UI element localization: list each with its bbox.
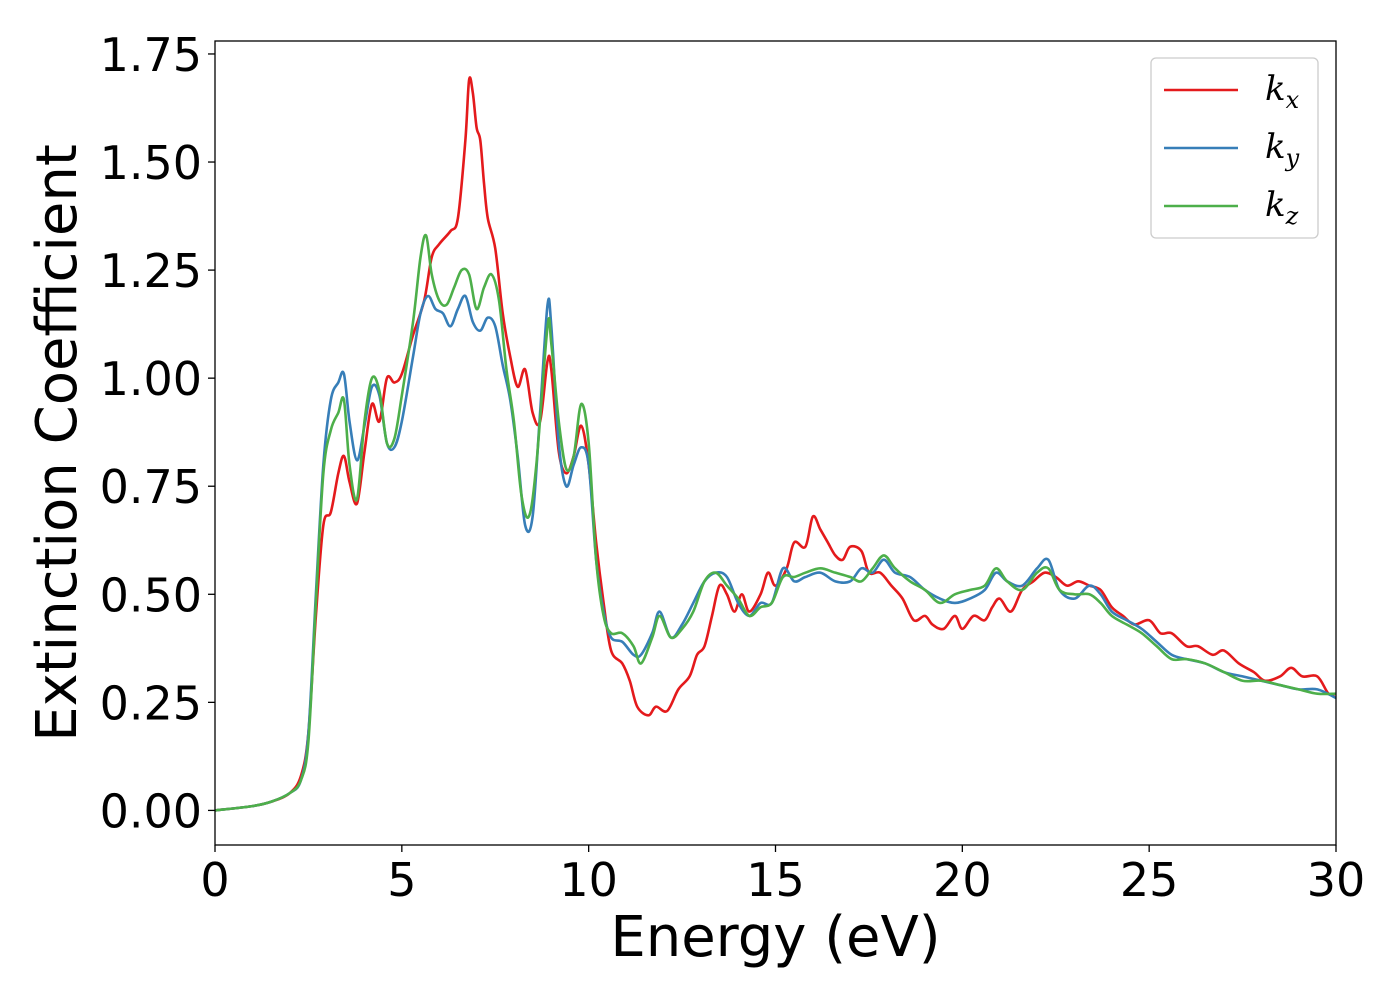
axes-layer: 0 5 10 15 20 25 30 0.00 0.25 0.50 0.75 1.00 1.25 1.50…	[25, 28, 1365, 970]
series-line-y	[215, 294, 1336, 812]
legend-label-y: ky	[1265, 127, 1300, 172]
series-line-z	[215, 233, 1336, 812]
x-tick-label: 20	[933, 853, 992, 907]
series-layer	[215, 76, 1336, 812]
x-axis-label: Energy (eV)	[610, 905, 940, 970]
y-tick-label: 0.75	[100, 460, 202, 514]
legend-label-x: kx	[1265, 69, 1300, 114]
legend-label-main: k	[1265, 127, 1286, 167]
x-tick-label: 25	[1120, 853, 1179, 907]
y-tick-label: 1.00	[100, 352, 202, 406]
y-tick-label: 1.25	[100, 244, 202, 298]
y-tick-label: 1.75	[100, 28, 202, 82]
y-axis-label: Extinction Coefficient	[25, 144, 90, 742]
x-tick-label: 0	[200, 853, 229, 907]
x-tick-label: 5	[387, 853, 416, 907]
x-tick-label: 10	[559, 853, 618, 907]
legend-label-sub: z	[1285, 202, 1299, 230]
y-tick-label: 0.00	[100, 784, 202, 838]
x-tick-label: 15	[746, 853, 805, 907]
legend-label-main: k	[1265, 185, 1286, 225]
legend-label-z: kz	[1265, 185, 1299, 230]
legend-label-main: k	[1265, 69, 1286, 109]
legend-label-sub: y	[1285, 144, 1300, 172]
x-tick-label: 30	[1307, 853, 1366, 907]
y-tick-label: 1.50	[100, 136, 202, 190]
y-tick-label: 0.50	[100, 568, 202, 622]
legend-label-sub: x	[1286, 86, 1300, 114]
y-tick-label: 0.25	[100, 676, 202, 730]
